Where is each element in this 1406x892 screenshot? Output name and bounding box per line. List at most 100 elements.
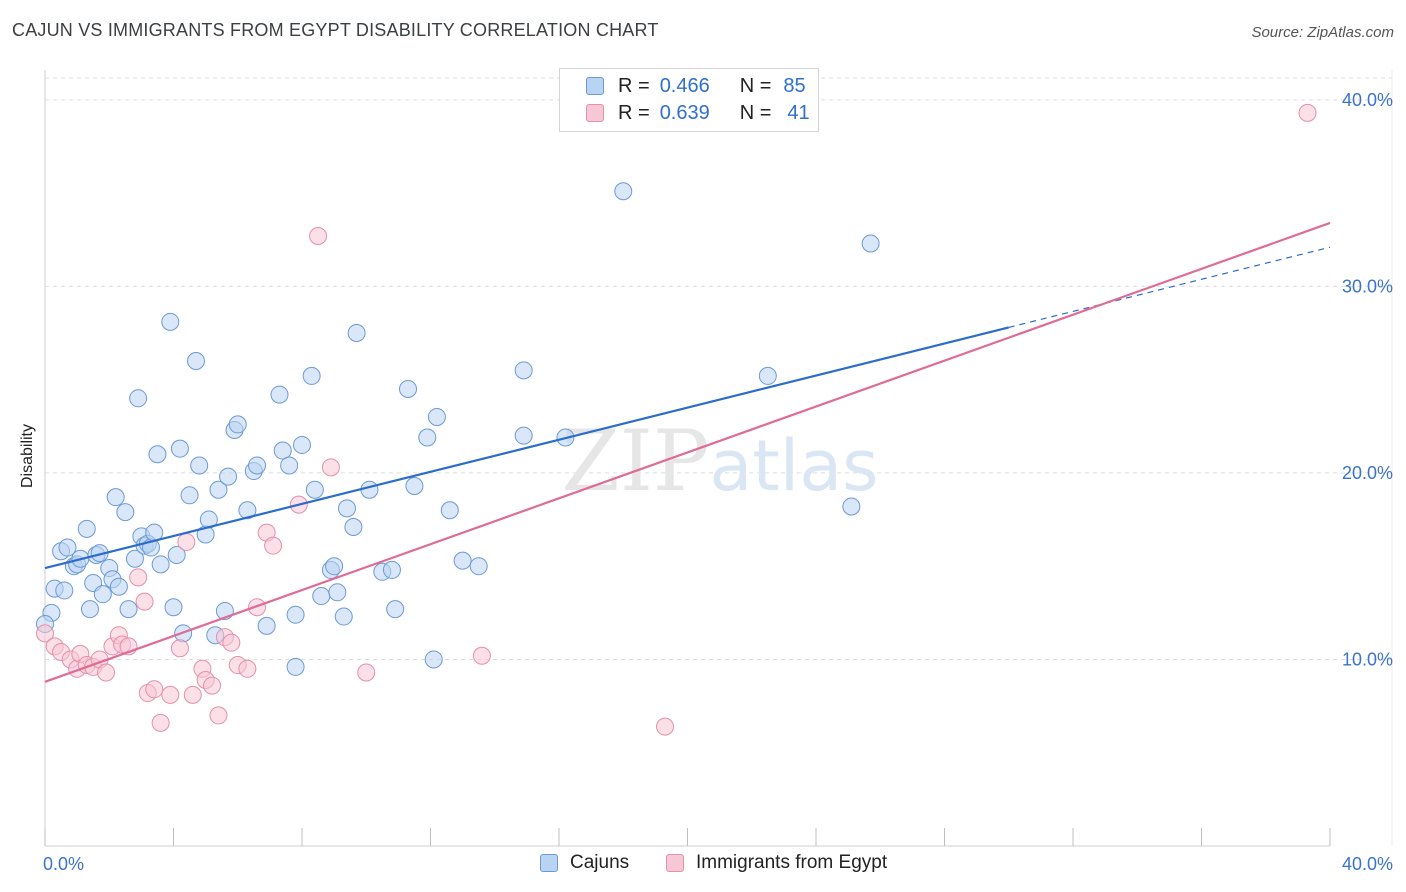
legend-r-label: R =: [618, 74, 650, 97]
cajun-point: [418, 428, 437, 447]
cajun-point: [286, 605, 305, 624]
cajun-point: [273, 441, 292, 460]
legend-swatch-cajuns: [586, 77, 604, 95]
cajun-point: [280, 456, 299, 475]
cajun-point: [842, 497, 861, 516]
egypt-point: [203, 676, 222, 695]
cajun-point: [344, 518, 363, 537]
cajun-point: [55, 581, 74, 600]
egypt-point: [36, 624, 54, 643]
cajun-point: [305, 480, 324, 499]
cajun-point: [325, 557, 344, 576]
watermark: ZIPatlas: [561, 412, 878, 510]
bottom-legend-label-egypt: Immigrants from Egypt: [696, 852, 888, 873]
cajun-point: [106, 488, 125, 507]
cajun-point: [312, 587, 331, 606]
cajun-point: [119, 600, 138, 619]
egypt-point: [656, 717, 675, 736]
egypt-point: [1298, 103, 1317, 122]
egypt-point: [161, 685, 180, 704]
cajun-point: [80, 600, 99, 619]
bottom-legend-label-cajuns: Cajuns: [570, 852, 630, 873]
cajun-point: [360, 480, 379, 499]
egypt-point: [129, 568, 148, 587]
cajun-point: [248, 456, 267, 475]
egypt-point: [238, 659, 257, 678]
legend-row-cajuns: R = 0.466 N = 85: [586, 73, 806, 99]
cajun-point: [286, 657, 305, 676]
cajun-point: [257, 616, 276, 635]
egypt-point: [145, 680, 164, 699]
chart-source: Source: ZipAtlas.com: [1251, 24, 1394, 41]
egypt-point: [357, 663, 376, 682]
x-tick-label: 0.0%: [43, 854, 84, 874]
cajun-point: [514, 426, 533, 445]
cajun-point: [614, 182, 633, 201]
egypt-trend-line: [44, 221, 1331, 683]
cajun-point: [151, 555, 170, 574]
legend-r-value: 0.639: [659, 101, 710, 124]
legend-n-label: N =: [739, 101, 772, 124]
cajun-point: [399, 379, 418, 398]
egypt-point: [209, 706, 228, 725]
cajun-point: [347, 324, 366, 343]
legend-n-value: 41: [787, 101, 810, 124]
cajun-point: [209, 480, 228, 499]
cajun-point: [167, 546, 186, 564]
cajun-point: [190, 456, 209, 475]
cajun-point: [93, 585, 112, 604]
cajun-point: [180, 486, 199, 505]
legend-n-label: N =: [739, 74, 772, 97]
y-tick-label: 30.0%: [1342, 276, 1393, 296]
egypt-point: [135, 592, 154, 611]
cajun-point: [302, 366, 321, 385]
cajun-point: [219, 467, 238, 486]
bottom-legend-cajuns: Cajuns: [540, 852, 629, 874]
egypt-point: [183, 685, 202, 704]
cajun-point: [386, 600, 405, 619]
egypt-point: [222, 633, 241, 652]
cajun-point: [238, 501, 257, 520]
cajun-point: [161, 312, 180, 331]
cajun-point: [125, 549, 144, 568]
cajun-trend-extension: [1008, 246, 1331, 329]
cajun-point: [129, 389, 148, 408]
egypt-point: [472, 646, 491, 665]
cajun-point: [270, 385, 289, 404]
cajun-point: [109, 577, 128, 596]
cajun-point: [405, 476, 424, 495]
x-tick-label: 40.0%: [1342, 854, 1393, 874]
cajun-point: [382, 560, 401, 579]
bottom-legend-swatch-egypt: [666, 854, 684, 872]
egypt-point: [321, 458, 340, 477]
egypt-point: [264, 536, 283, 555]
y-tick-label: 40.0%: [1342, 90, 1393, 110]
cajun-point: [170, 439, 189, 458]
cajun-point: [514, 361, 533, 380]
egypt-point: [97, 663, 116, 682]
cajun-point: [427, 407, 446, 426]
correlation-legend: R = 0.466 N = 85 R = 0.639 N = 41: [559, 68, 819, 132]
cajun-point: [334, 607, 353, 626]
bottom-legend-swatch-cajuns: [540, 854, 558, 872]
cajun-point: [453, 551, 472, 570]
cajun-point: [424, 650, 443, 669]
cajun-point: [337, 499, 356, 518]
cajun-point: [440, 501, 459, 520]
cajun-point: [58, 538, 77, 557]
egypt-point: [151, 713, 170, 732]
chart-title: CAJUN VS IMMIGRANTS FROM EGYPT DISABILIT…: [12, 20, 659, 40]
legend-swatch-egypt: [586, 104, 604, 122]
egypt-point: [177, 532, 196, 551]
cajun-point: [328, 583, 347, 602]
cajun-trend-line: [44, 326, 1010, 570]
cajun-point: [469, 557, 488, 576]
legend-row-egypt: R = 0.639 N = 41: [586, 100, 810, 126]
cajun-point: [861, 234, 880, 253]
y-tick-label: 20.0%: [1342, 463, 1393, 483]
cajun-point: [758, 366, 777, 385]
cajun-point: [148, 445, 167, 464]
cajun-point: [116, 503, 135, 522]
cajun-point: [186, 352, 205, 370]
